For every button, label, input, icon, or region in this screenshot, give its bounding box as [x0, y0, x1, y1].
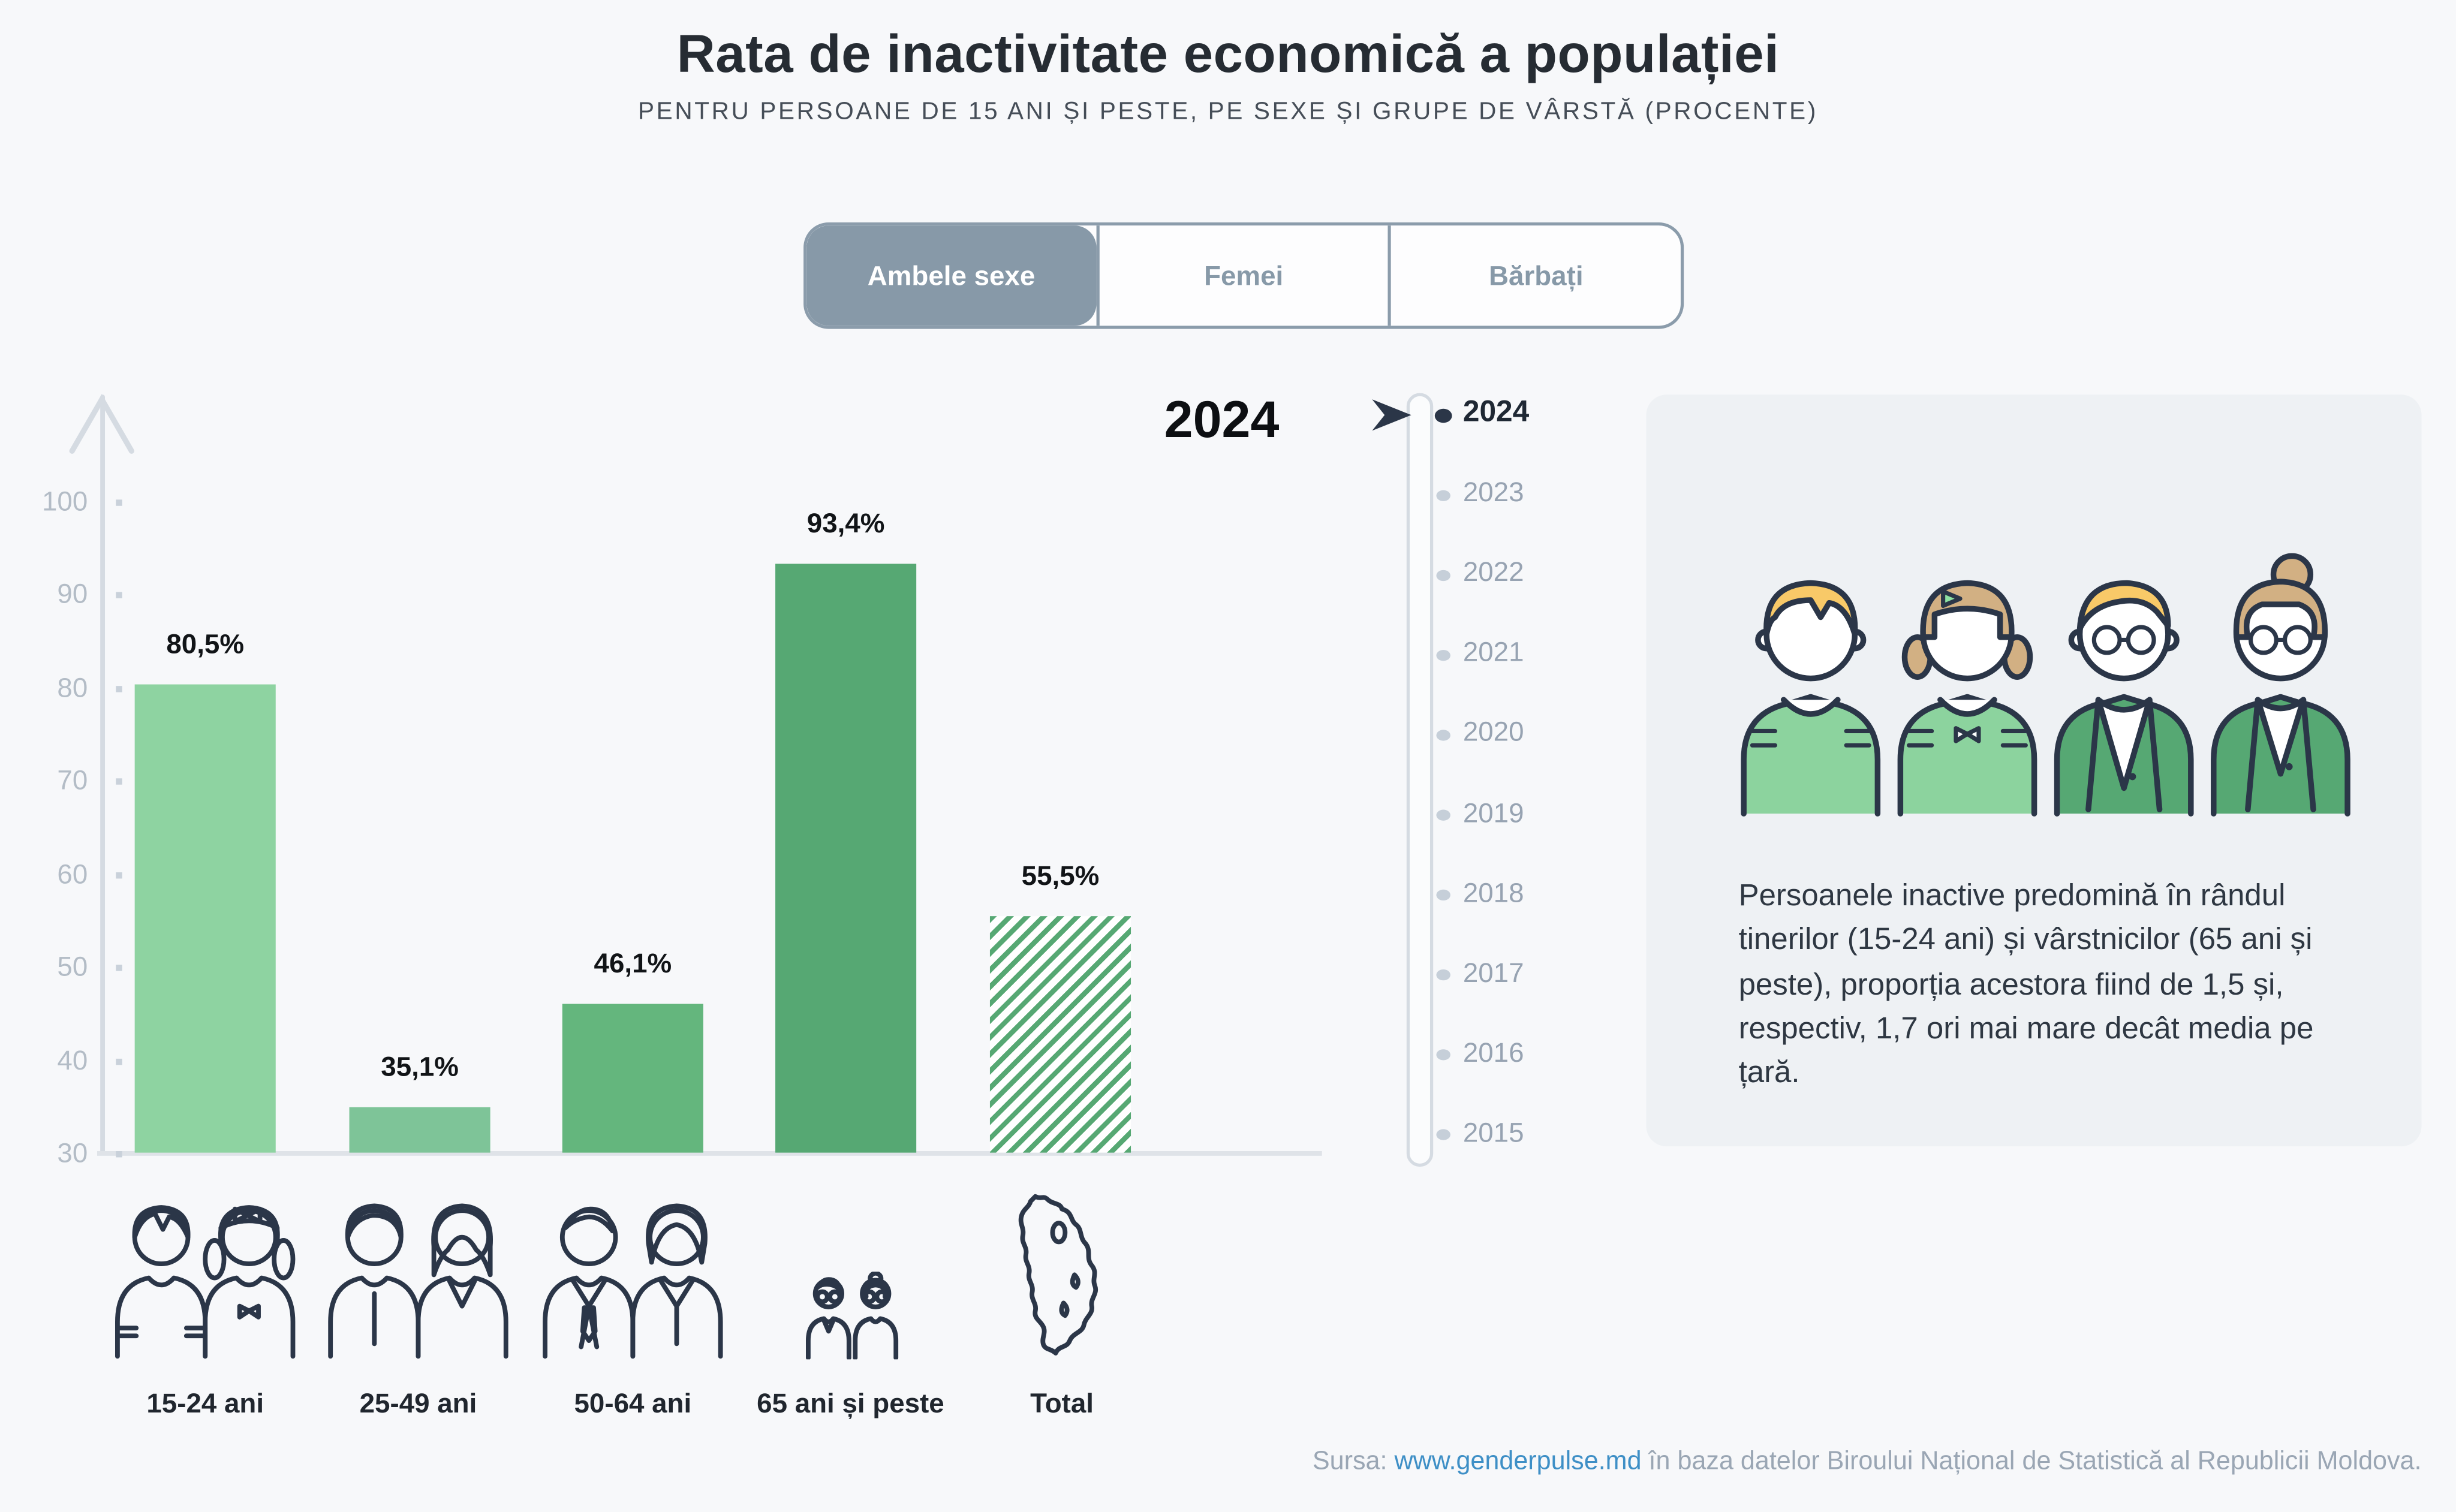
moldova-map-icon [1018, 1194, 1098, 1356]
sex-filter-tabs: Ambele sexe Femei Bărbați [803, 222, 1684, 329]
age-25-49-couple-icon [328, 1203, 508, 1359]
y-tick-mark [116, 685, 122, 692]
timeline-year-2020[interactable]: 2020 [1462, 716, 1524, 748]
source-link[interactable]: www.genderpulse.md [1394, 1447, 1642, 1475]
timeline-year-2022[interactable]: 2022 [1462, 556, 1524, 588]
page-title: Rata de inactivitate economică a populaț… [676, 25, 1780, 85]
timeline-year-2019[interactable]: 2019 [1462, 796, 1524, 828]
year-slider-marker-icon[interactable] [1372, 399, 1413, 431]
y-tick-90: 90 [57, 579, 88, 610]
bar-value-25-49-ani: 35,1% [381, 1050, 459, 1082]
timeline-dot-2020[interactable] [1436, 730, 1450, 741]
timeline-dot-2021[interactable] [1436, 649, 1450, 661]
tab-ambele-sexe[interactable]: Ambele sexe [806, 225, 1096, 326]
timeline-dot-2016[interactable] [1436, 1049, 1450, 1061]
bar-65-ani-i-peste [775, 564, 917, 1153]
y-tick-mark [116, 872, 122, 878]
legend-label-25-49: 25-49 ani [359, 1387, 477, 1419]
tab-femei[interactable]: Femei [1095, 225, 1389, 326]
bar-value-65-ani-i-peste: 93,4% [806, 507, 885, 540]
y-tick-mark [116, 499, 122, 506]
y-tick-mark [116, 965, 122, 971]
legend-label-total: Total [1030, 1387, 1094, 1419]
timeline-year-2023[interactable]: 2023 [1462, 476, 1524, 508]
timeline-dot-2023[interactable] [1436, 489, 1450, 501]
selected-year-label: 2024 [1164, 390, 1280, 448]
y-tick-50: 50 [57, 951, 88, 983]
bar-50-64-ani [562, 1004, 703, 1153]
y-tick-100: 100 [42, 485, 88, 517]
age-50-64-couple-icon [543, 1203, 723, 1359]
timeline-year-2017[interactable]: 2017 [1462, 956, 1524, 988]
source-prefix: Sursa: [1312, 1447, 1395, 1475]
bar-total [989, 917, 1131, 1153]
page-subtitle: PENTRU PERSOANE DE 15 ANI ȘI PESTE, PE S… [638, 98, 1818, 125]
people-generations-illustration [1741, 553, 2350, 817]
legend-label-15-24: 15-24 ani [146, 1387, 264, 1419]
timeline-year-2021[interactable]: 2021 [1462, 636, 1524, 668]
timeline-year-2015[interactable]: 2015 [1462, 1116, 1524, 1148]
source-line: Sursa: www.genderpulse.md în baza datelo… [940, 1447, 2422, 1477]
timeline-dot-2022[interactable] [1436, 570, 1450, 581]
x-axis-line [97, 1151, 1322, 1156]
age-65-plus-couple-icon [805, 1272, 899, 1360]
y-tick-mark [116, 592, 122, 599]
bar-value-50-64-ani: 46,1% [594, 948, 672, 980]
bar-25-49-ani [349, 1107, 490, 1153]
timeline-dot-2018[interactable] [1436, 890, 1450, 901]
insight-text: Persoanele inactive predomină în rândul … [1738, 878, 2314, 1091]
timeline-dot-2015[interactable] [1436, 1130, 1450, 1141]
y-tick-mark [116, 779, 122, 785]
age-15-24-couple-icon [115, 1205, 296, 1359]
timeline-dot-2019[interactable] [1436, 809, 1450, 821]
source-suffix: în baza datelor Biroului Național de Sta… [1641, 1447, 2422, 1475]
timeline-dot-2017[interactable] [1436, 969, 1450, 981]
y-tick-mark [116, 1058, 122, 1065]
timeline-dot-2024[interactable] [1434, 408, 1452, 422]
timeline-year-2016[interactable]: 2016 [1462, 1036, 1524, 1068]
y-tick-mark [116, 1151, 122, 1158]
y-tick-30: 30 [57, 1137, 88, 1168]
y-axis-line [100, 394, 106, 1155]
y-tick-80: 80 [57, 671, 88, 703]
timeline-year-2018[interactable]: 2018 [1462, 876, 1524, 908]
bar-15-24-ani [134, 684, 276, 1153]
bar-value-total: 55,5% [1021, 860, 1100, 892]
tab-barbati[interactable]: Bărbați [1388, 225, 1681, 326]
timeline-year-2024[interactable]: 2024 [1462, 396, 1530, 429]
y-tick-40: 40 [57, 1044, 88, 1076]
legend-label-65-plus: 65 ani și peste [757, 1387, 944, 1419]
legend-label-50-64: 50-64 ani [574, 1387, 692, 1419]
bar-value-15-24-ani: 80,5% [166, 628, 245, 659]
y-tick-60: 60 [57, 857, 88, 889]
year-slider-track[interactable] [1406, 393, 1434, 1167]
y-tick-70: 70 [57, 764, 88, 796]
